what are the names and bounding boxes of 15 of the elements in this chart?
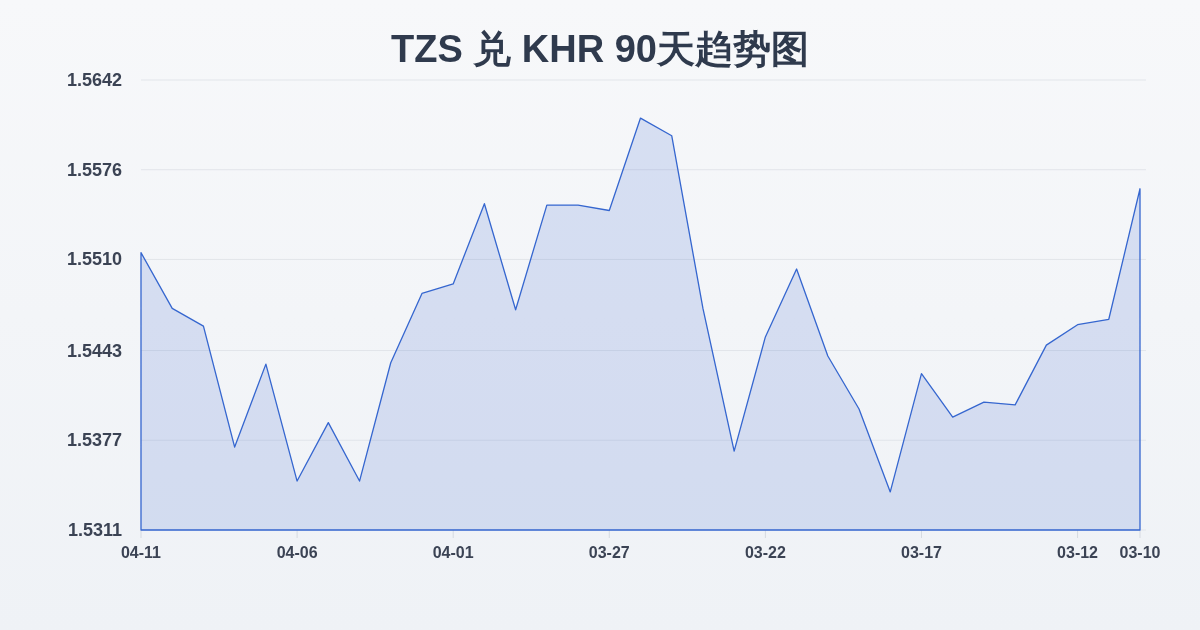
ytick-label: 1.5510 xyxy=(66,249,122,270)
ytick-label: 1.5443 xyxy=(66,340,122,361)
ytick-label: 1.5311 xyxy=(67,520,122,540)
title: TZS 兑 KHR 90天趋势图 xyxy=(391,28,809,70)
xtick-label: 03-22 xyxy=(744,543,786,561)
ytick-label: 1.5642 xyxy=(66,70,122,90)
xtick-label: 03-12 xyxy=(1057,543,1098,561)
xtick-label: 03-17 xyxy=(901,543,942,561)
ytick-label: 1.5377 xyxy=(66,430,122,451)
xtick-label: 04-06 xyxy=(276,543,318,561)
ytick-label: 1.5576 xyxy=(66,159,122,180)
xtick-label: 03-10 xyxy=(1119,543,1161,561)
xtick-label: 04-11 xyxy=(121,543,161,561)
xtick-label: 04-01 xyxy=(432,543,474,561)
xtick-label: 03-27 xyxy=(588,543,630,561)
